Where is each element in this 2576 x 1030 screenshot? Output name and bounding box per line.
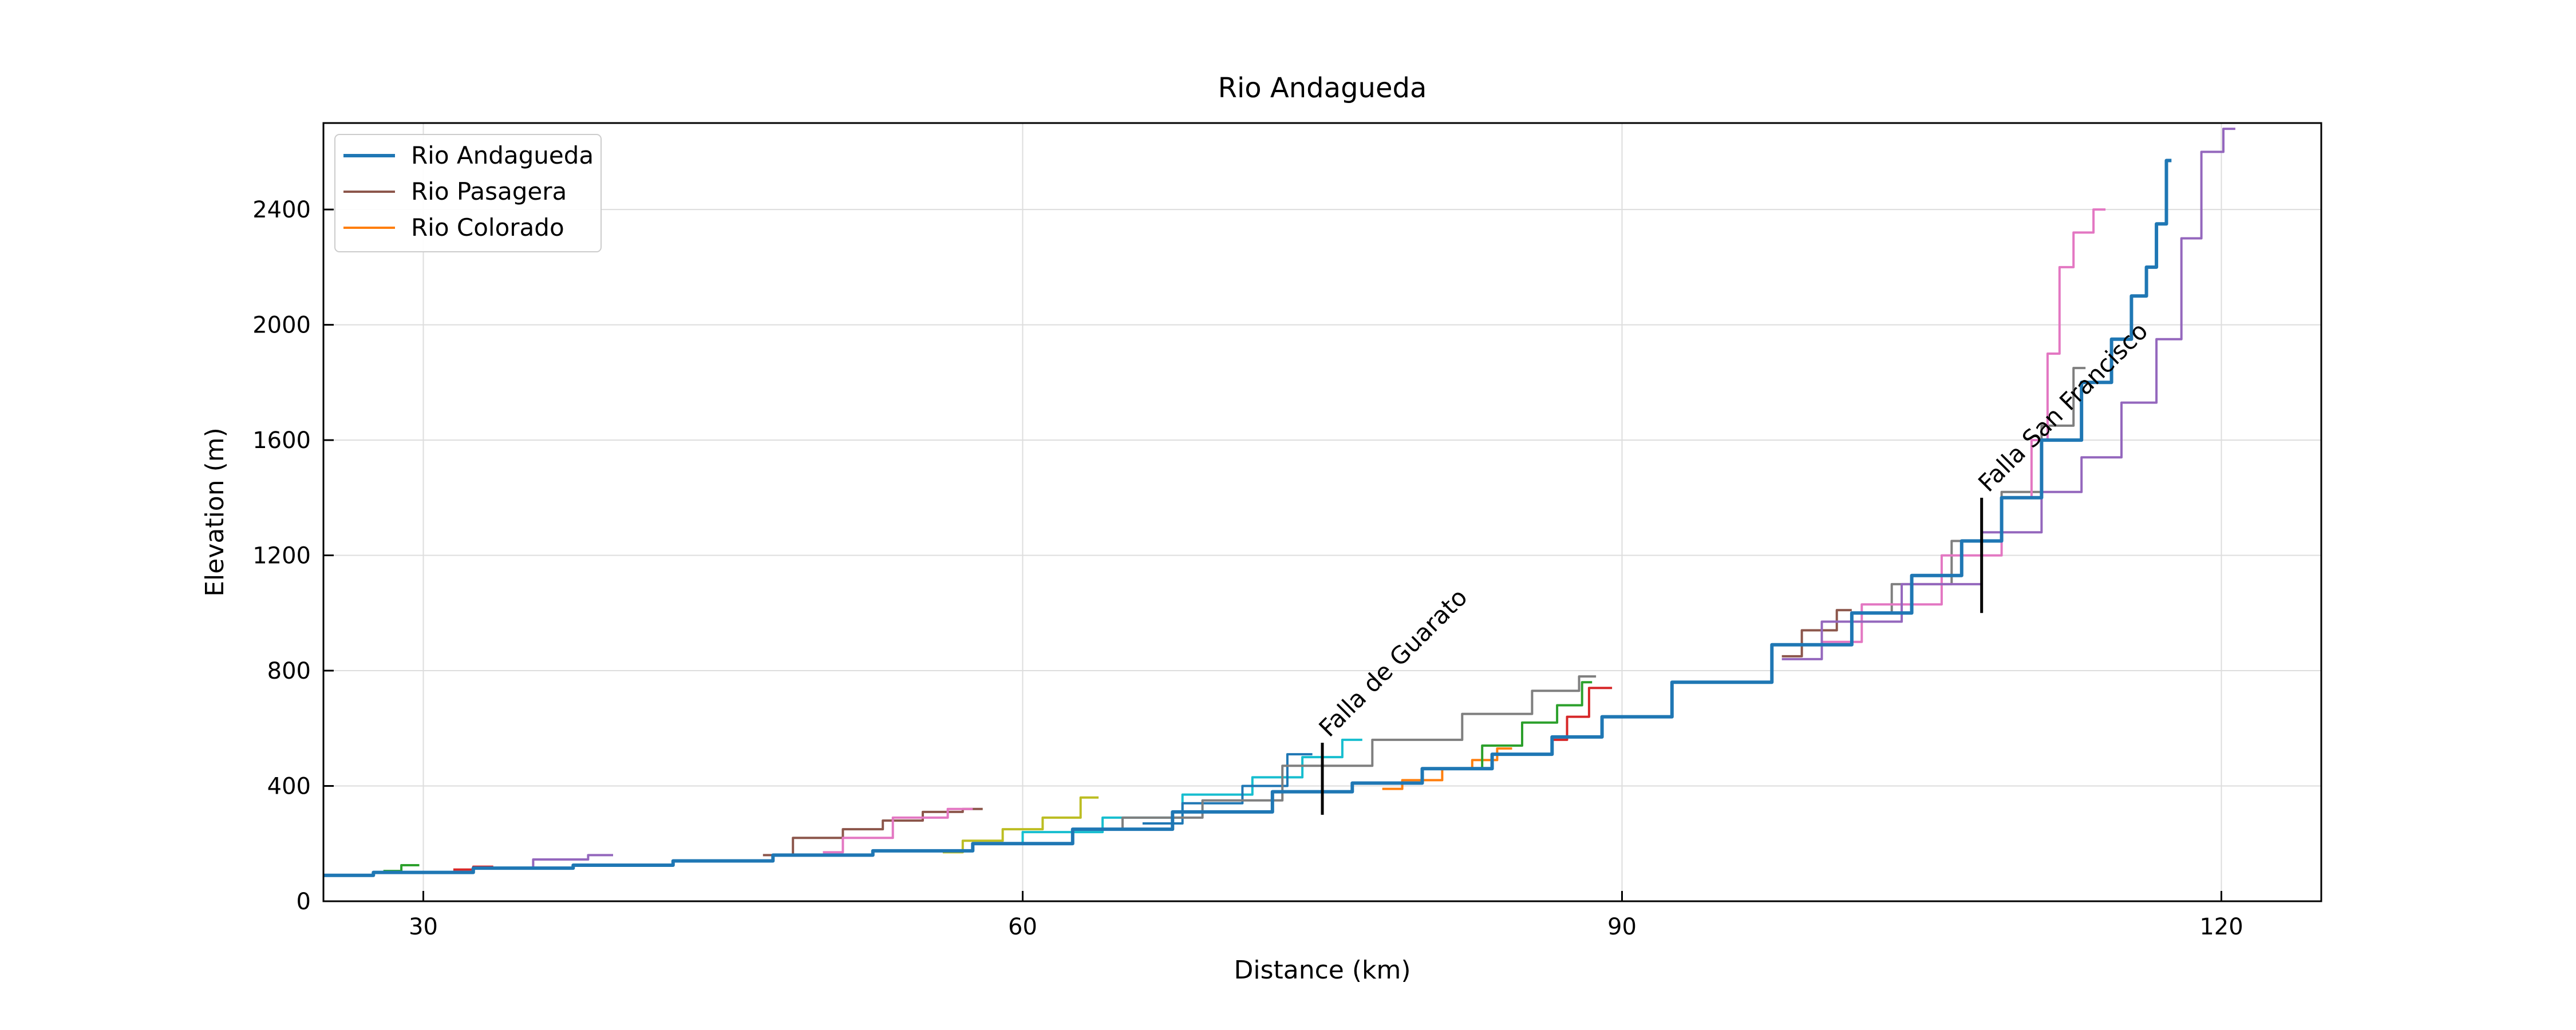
series-line-16 xyxy=(1781,128,2235,660)
x-tick-label: 30 xyxy=(409,914,438,940)
series-line-12 xyxy=(1552,687,1613,741)
y-tick-label: 2000 xyxy=(252,312,311,339)
x-axis-label: Distance (km) xyxy=(1234,956,1411,985)
legend-label-pasagera: Rio Pasagera xyxy=(411,177,567,205)
series-line-6 xyxy=(823,807,973,854)
series-line-11 xyxy=(1462,681,1593,770)
fault-label: Falla San Francisco xyxy=(1973,317,2153,497)
series-line-rio-andagueda xyxy=(323,159,2172,877)
series-line-rio-pasagera xyxy=(762,807,983,857)
y-axis-label: Elevation (m) xyxy=(200,427,230,597)
series-line-7 xyxy=(942,796,1099,854)
series-line-3 xyxy=(383,864,420,873)
y-tick-label: 1600 xyxy=(252,427,311,454)
legend-label-andagueda: Rio Andagueda xyxy=(411,141,594,169)
plot-frame xyxy=(322,122,2322,902)
y-tick-label: 1200 xyxy=(252,543,311,569)
series-line-10 xyxy=(1082,675,1597,831)
y-tick-label: 400 xyxy=(267,774,311,800)
y-tick-label: 800 xyxy=(267,658,311,684)
chart-title: Rio Andagueda xyxy=(1218,72,1427,104)
x-tick-label: 90 xyxy=(1607,914,1637,940)
x-tick-label: 60 xyxy=(1008,914,1037,940)
series-line-13 xyxy=(1781,609,1852,657)
legend-label-colorado: Rio Colorado xyxy=(411,213,564,241)
x-tick-label: 120 xyxy=(2199,914,2243,940)
y-tick-label: 0 xyxy=(297,889,311,915)
fault-label: Falla de Guarato xyxy=(1313,583,1472,742)
legend-box xyxy=(334,134,602,252)
series-layer xyxy=(323,128,2235,877)
y-tick-label: 2400 xyxy=(252,197,311,223)
legend: Rio Andagueda Rio Pasagera Rio Colorado xyxy=(334,134,602,252)
